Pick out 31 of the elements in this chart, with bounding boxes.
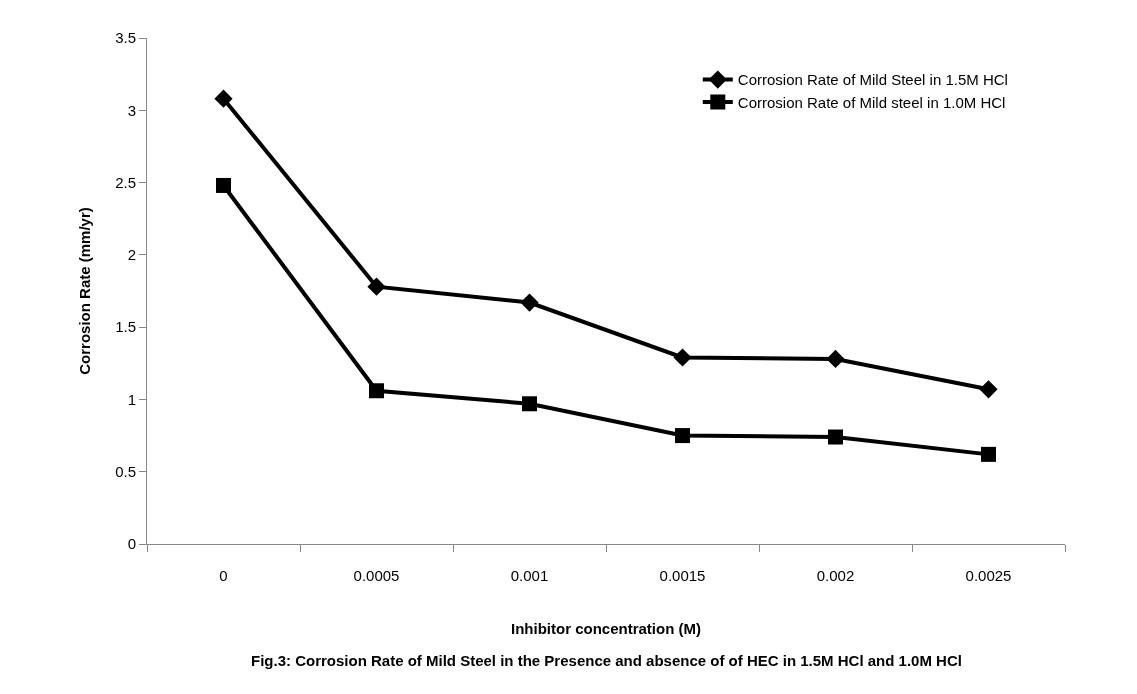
x-axis-title: Inhibitor concentration (M) xyxy=(511,620,701,637)
point xyxy=(979,380,998,399)
y-tick-label: 3.5 xyxy=(115,29,136,47)
y-tick-label: 0.5 xyxy=(115,462,136,480)
point xyxy=(981,446,996,462)
point xyxy=(367,277,386,296)
point xyxy=(216,177,231,193)
point xyxy=(522,396,537,412)
x-tick-label: 0.002 xyxy=(816,567,855,584)
x-tick-label: 0 xyxy=(219,567,228,584)
point xyxy=(214,89,233,108)
y-tick-label: 1.5 xyxy=(115,318,136,336)
legend-label: Corrosion Rate of Mild steel in 1.0M HCl xyxy=(737,93,1006,111)
y-tick-label: 3 xyxy=(127,101,136,119)
y-tick-label: 2 xyxy=(127,246,136,264)
x-tick-label: 0.0005 xyxy=(353,567,400,584)
x-tick-label: 0.001 xyxy=(510,567,549,584)
x-tick-label: 0.0025 xyxy=(965,567,1012,584)
x-tick-label: 0.0015 xyxy=(659,567,706,584)
point xyxy=(520,293,539,312)
y-axis-title: Corrosion Rate (mm/yr) xyxy=(76,207,94,375)
y-tick-label: 1 xyxy=(127,390,136,408)
point xyxy=(828,429,843,445)
point xyxy=(675,428,690,444)
legend-label: Corrosion Rate of Mild Steel in 1.5M HCl xyxy=(737,71,1008,89)
y-tick-label: 0 xyxy=(127,535,136,553)
point xyxy=(673,348,692,367)
point xyxy=(826,349,845,369)
point xyxy=(369,383,384,399)
caption: Fig.3: Corrosion Rate of Mild Steel in the Presence and absence of of HEC in 1.5M HCl and 1.0M HCl xyxy=(251,652,962,669)
y-tick-label: 2.5 xyxy=(115,173,136,191)
